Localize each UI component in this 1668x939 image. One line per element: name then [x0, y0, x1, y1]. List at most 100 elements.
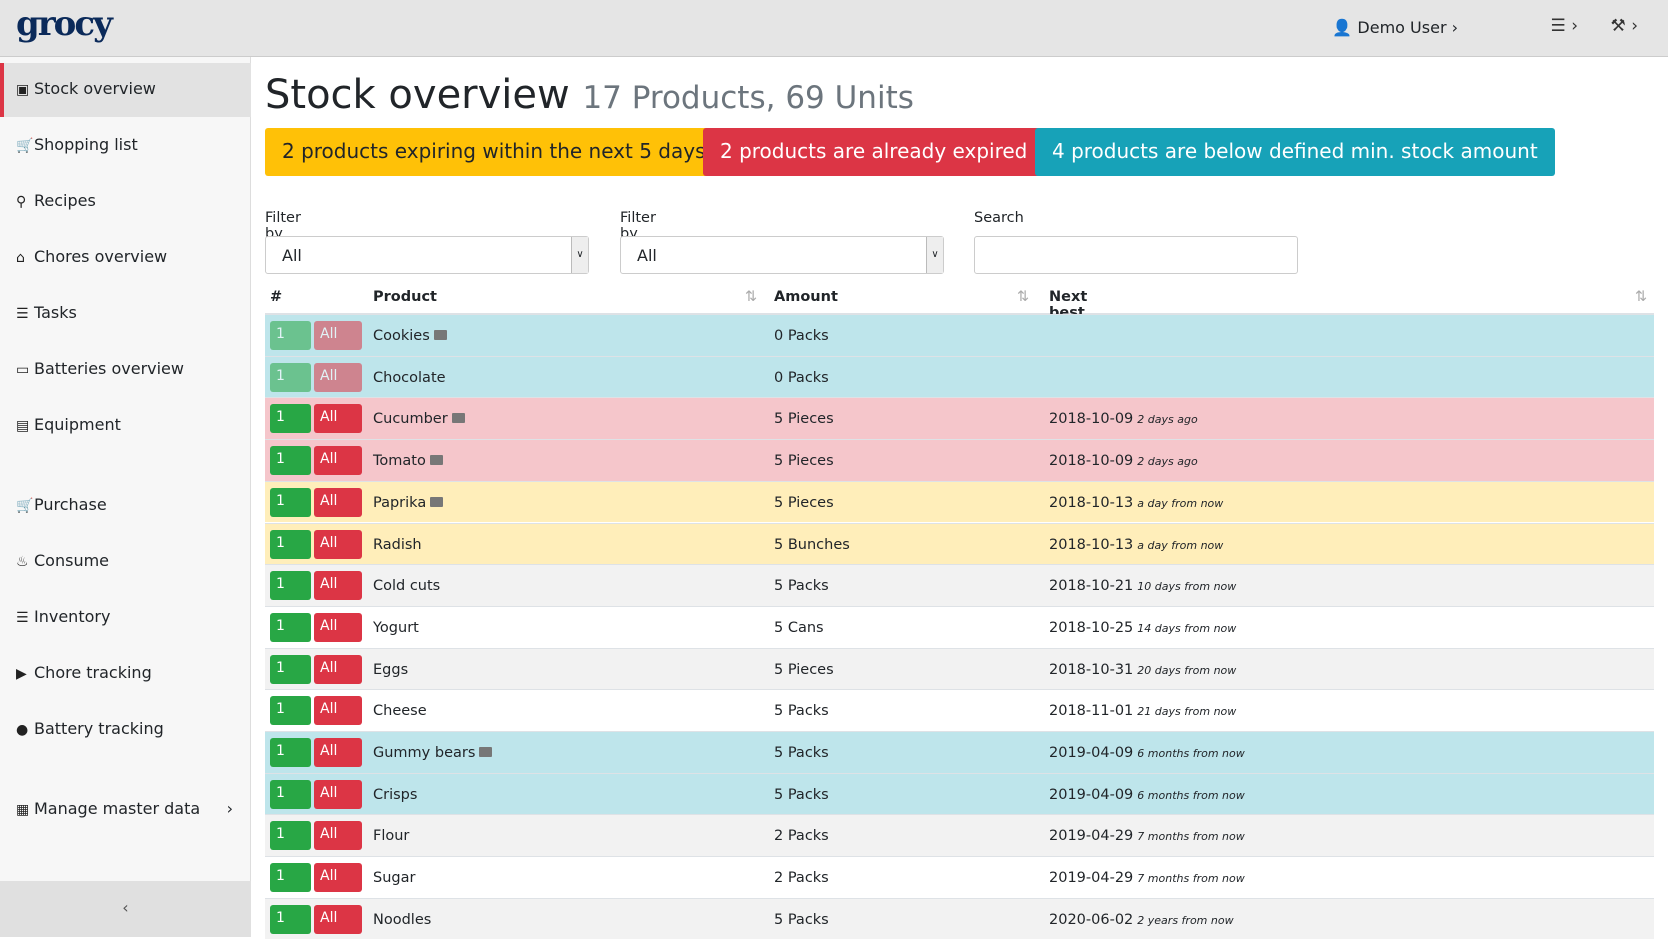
relative-date: 6 months from now [1137, 788, 1245, 802]
picture-icon[interactable] [451, 413, 465, 424]
consume-one-button[interactable]: 1 [270, 571, 311, 601]
nav-label[interactable]: Consume [34, 551, 110, 570]
settings-menu[interactable]: ☰ › [1550, 16, 1578, 36]
picture-icon[interactable] [479, 747, 493, 757]
date: 2020-06-02 [1049, 911, 1134, 928]
consume-all-button[interactable]: All [314, 529, 362, 559]
consume-all-button[interactable]: All [314, 779, 362, 809]
nav-item[interactable]: ▶ Chore tracking [0, 647, 251, 701]
relative-date: a day from now [1137, 496, 1224, 510]
consume-one-button[interactable]: 1 [270, 738, 311, 767]
picture-icon[interactable] [430, 496, 444, 507]
nav-item[interactable]: ▭ Batteries overview [0, 343, 251, 397]
nav-label[interactable]: Chores overview [34, 247, 168, 266]
consume-all-button[interactable]: All [314, 446, 362, 476]
column-header[interactable]: Product [373, 289, 437, 305]
sort-icon[interactable]: ⇅ [745, 289, 758, 305]
table-row: 1 All Cucumber 5 Pieces 2018-10-09 2 days ago [265, 397, 1654, 440]
nav-icon: ▶ [16, 666, 27, 682]
user-menu[interactable]: 👤 Demo User › [1332, 18, 1458, 37]
nav-item[interactable]: ☰ Tasks [0, 287, 251, 341]
nav-label[interactable]: Chore tracking [34, 663, 152, 682]
relative-date: 7 months from now [1137, 872, 1245, 886]
consume-all-button[interactable]: All [314, 362, 362, 392]
search-input[interactable] [974, 236, 1298, 274]
alert-banner[interactable]: 2 products expiring within the next 5 da… [265, 128, 723, 176]
nav-label[interactable]: Inventory [34, 607, 111, 626]
consume-all-button[interactable]: All [314, 738, 362, 767]
user-name[interactable]: Demo User [1357, 18, 1447, 37]
sort-icon[interactable]: ⇅ [1017, 289, 1030, 305]
product-text: Yogurt [373, 619, 419, 636]
nav-label[interactable]: Recipes [34, 191, 96, 210]
consume-all-button[interactable]: All [314, 821, 362, 851]
table-row: 1 All Sugar 2 Packs 2019-04-29 7 months from … [265, 856, 1654, 898]
filter-select[interactable]: All ∨ [265, 236, 589, 274]
nav-item[interactable]: 🛒Shopping list [0, 119, 251, 173]
consume-all-button[interactable]: All [314, 863, 362, 893]
consume-one-button[interactable]: 1 [270, 487, 311, 517]
consume-one-button[interactable]: 1 [270, 612, 311, 642]
consume-one-button[interactable]: 1 [270, 904, 311, 934]
sort-icon[interactable]: ⇅ [1635, 289, 1648, 305]
alert-banner[interactable]: 2 products are already expired [703, 128, 1045, 176]
nav-item[interactable]: 🛒Purchase [0, 479, 251, 533]
nav-item[interactable]: ⚲ Recipes [0, 175, 251, 229]
filter-select[interactable]: All ∨ [620, 236, 944, 274]
nav-label[interactable]: Shopping list [34, 135, 138, 154]
product-name: Cold cuts [373, 578, 440, 594]
table-row: 1 All Chocolate 0 Packs [265, 355, 1654, 398]
consume-all-button[interactable]: All [314, 904, 362, 934]
alert-banner[interactable]: 4 products are below defined min. stock … [1035, 128, 1555, 176]
subtitle: 17 Products, 69 Units [582, 80, 914, 116]
consume-one-button[interactable]: 1 [270, 779, 311, 809]
nav-label[interactable]: Batteries overview [34, 359, 184, 378]
consume-one-button[interactable]: 1 [270, 404, 311, 434]
consume-one-button[interactable]: 1 [270, 321, 311, 350]
consume-one-button[interactable]: 1 [270, 821, 311, 851]
product-text: Noodles [373, 911, 432, 928]
consume-all-button[interactable]: All [314, 321, 362, 350]
consume-all-button[interactable]: All [314, 654, 362, 684]
date: 2018-10-09 [1049, 453, 1134, 470]
product-text: Chocolate [373, 369, 446, 386]
picture-icon[interactable] [429, 455, 443, 466]
column-header[interactable]: # [270, 289, 283, 305]
column-header[interactable]: Amount [774, 289, 838, 305]
brand[interactable]: grocy [16, 4, 113, 44]
picture-icon[interactable] [433, 330, 447, 340]
nav-label[interactable]: Battery tracking [34, 719, 164, 738]
nav-label[interactable]: Stock overview [34, 79, 156, 98]
nav-arrow: › [226, 799, 233, 818]
product-name: Cookies [373, 328, 447, 344]
nav-item[interactable]: ♨ Consume [0, 535, 251, 589]
consume-all-button[interactable]: All [314, 487, 362, 517]
nav-label[interactable]: Purchase [34, 495, 107, 514]
consume-one-button[interactable]: 1 [270, 446, 311, 476]
nav-label[interactable]: Tasks [34, 303, 77, 322]
consume-all-button[interactable]: All [314, 612, 362, 642]
nav-label[interactable]: Manage master data [34, 799, 201, 818]
nav-item[interactable]: ▣ Stock overview [0, 63, 251, 117]
nav-icon: 🛒 [16, 138, 34, 154]
nav-item[interactable]: ▤ Equipment [0, 399, 251, 453]
consume-one-button[interactable]: 1 [270, 863, 311, 893]
product-text: Eggs [373, 661, 409, 678]
product-text: Sugar [373, 870, 416, 887]
consume-all-button[interactable]: All [314, 404, 362, 434]
tools-menu[interactable]: ⚒ › [1610, 16, 1638, 36]
product-name: Crisps [373, 787, 417, 803]
consume-one-button[interactable]: 1 [270, 654, 311, 684]
nav-item[interactable]: ▦ Manage master data › [0, 783, 251, 837]
consume-all-button[interactable]: All [314, 696, 362, 726]
consume-all-button[interactable]: All [314, 571, 362, 601]
nav-item[interactable]: ☰ Inventory [0, 591, 251, 645]
consume-one-button[interactable]: 1 [270, 362, 311, 392]
nav-item[interactable]: ● Battery tracking [0, 703, 251, 757]
collapse-button[interactable]: ‹ [0, 881, 251, 937]
nav-label[interactable]: Equipment [34, 415, 121, 434]
table-row: 1 All Gummy bears 5 Packs 2019-04-09 6 months… [265, 731, 1654, 773]
consume-one-button[interactable]: 1 [270, 696, 311, 726]
nav-item[interactable]: ⌂ Chores overview [0, 231, 251, 285]
consume-one-button[interactable]: 1 [270, 529, 311, 559]
